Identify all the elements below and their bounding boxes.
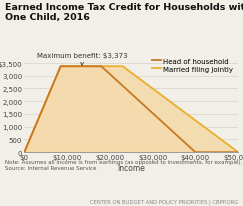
Polygon shape — [24, 67, 238, 152]
Polygon shape — [24, 67, 238, 152]
Text: One Child, 2016: One Child, 2016 — [5, 13, 90, 22]
Text: CENTER ON BUDGET AND POLICY PRIORITIES | CBPP.ORG: CENTER ON BUDGET AND POLICY PRIORITIES |… — [90, 198, 238, 204]
Text: Note: Assumes all income is from earnings (as opposed to investments, for exampl: Note: Assumes all income is from earning… — [5, 160, 242, 170]
Text: Earned Income Tax Credit for Households with: Earned Income Tax Credit for Households … — [5, 3, 243, 12]
Legend: Head of household, Married filing jointly: Head of household, Married filing jointl… — [151, 57, 235, 74]
Text: Maximum benefit: $3,373: Maximum benefit: $3,373 — [37, 53, 127, 66]
X-axis label: Income: Income — [117, 163, 145, 172]
